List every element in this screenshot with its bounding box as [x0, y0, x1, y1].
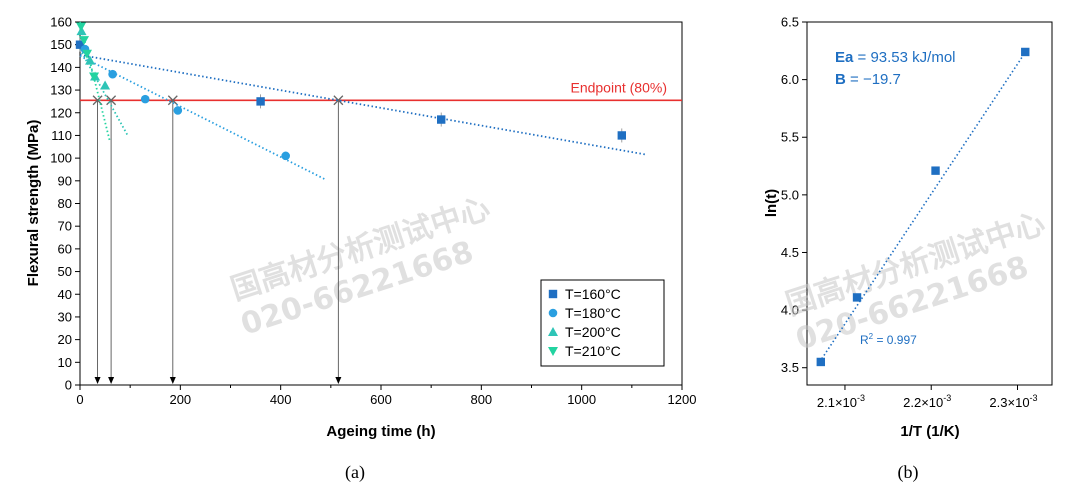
ea-annotation: Ea = 93.53 kJ/mol: [835, 49, 956, 66]
data-point: [173, 106, 183, 115]
legend-marker: [548, 347, 558, 356]
crossing-arrow: [169, 377, 176, 384]
y-tick-label: 60: [58, 241, 72, 256]
y-tick-label: 5.5: [781, 130, 799, 145]
x-tick-label: 1000: [567, 392, 596, 407]
data-point: [1021, 47, 1030, 57]
y-tick-label: 6.5: [781, 15, 799, 30]
legend-frame: [540, 279, 665, 367]
y-tick-label: 80: [58, 196, 72, 211]
y-tick-label: 90: [58, 173, 72, 188]
x-tick-label: 2.1×10-3: [817, 393, 865, 410]
data-point: [82, 49, 93, 59]
x-tick-label: 2.3×10-3: [989, 393, 1037, 410]
legend-label: T=160°C: [565, 286, 621, 302]
data-point: [140, 94, 150, 104]
crossing-arrow: [335, 377, 342, 384]
legend-label: T=200°C: [565, 324, 621, 340]
y-tick-label: 20: [58, 332, 72, 347]
x-tick-label: 800: [470, 392, 492, 407]
x-tick-label: 0: [76, 392, 83, 407]
watermark-a: 国高材分析测试中心 020-66221668: [227, 191, 495, 343]
y-tick-label: 40: [58, 287, 72, 302]
fit-line: [816, 48, 1029, 366]
y-tick-label: 5.0: [781, 187, 799, 202]
endpoint-label: Endpoint (80%): [570, 79, 667, 95]
data-point: [816, 357, 826, 367]
data-point: [79, 36, 90, 46]
data-point: [281, 151, 290, 161]
crossing-marker: [333, 95, 344, 106]
data-point: [108, 69, 117, 79]
crossing-arrow: [108, 377, 115, 384]
y-tick-label: 4.0: [781, 303, 799, 318]
y-tick-label: 110: [51, 128, 72, 143]
legend-marker: [548, 327, 558, 336]
fit-line: [79, 54, 648, 156]
legend-marker: [548, 289, 558, 299]
data-point: [75, 40, 85, 49]
y-tick-label: 30: [58, 309, 72, 324]
y-tick-label: 10: [58, 355, 72, 370]
x-tick-label: 2.2×10-3: [903, 393, 951, 410]
b-annotation: B = −19.7: [835, 71, 901, 88]
y-tick-label: 140: [50, 60, 72, 75]
y-tick-label: 50: [58, 264, 72, 279]
y-tick-label: 70: [58, 219, 72, 234]
x-tick-label: 400: [270, 392, 292, 407]
data-point: [617, 131, 626, 140]
chart-b-ylabel: ln(t): [763, 189, 780, 217]
chart-b: 2.1×10-3 2.2×10-3 2.3×10-3 3.5 4.0 4.5 5.0 5.5 6…: [763, 15, 1053, 483]
x-tick-label: 200: [169, 392, 191, 407]
crossing-marker: [106, 95, 117, 106]
legend-marker: [548, 308, 558, 318]
crossing-marker: [92, 95, 103, 106]
y-tick-label: 100: [50, 151, 72, 166]
x-tick-label: 600: [370, 392, 392, 407]
chart-a: 0 200 400 600 800 1000 1200 0 10 20 30 40 50 60 70 80 90…: [25, 15, 696, 484]
r2-annotation: R2 = 0.997: [860, 332, 917, 347]
panel-label-a: (a): [345, 462, 365, 483]
y-tick-label: 3.5: [781, 360, 799, 375]
chart-a-xlabel: Ageing time (h): [326, 423, 435, 440]
chart-b-frame: [806, 21, 1053, 386]
y-tick-label: 130: [50, 83, 72, 98]
y-tick-label: 6.0: [781, 72, 799, 87]
data-point: [931, 166, 940, 175]
chart-a-ylabel: Flexural strength (MPa): [25, 120, 42, 287]
y-tick-label: 160: [50, 15, 72, 30]
crossing-marker: [167, 95, 178, 106]
y-tick-label: 0: [65, 378, 72, 393]
panel-label-b: (b): [898, 462, 919, 483]
legend-label: T=210°C: [565, 343, 621, 359]
chart-b-xlabel: 1/T (1/K): [900, 423, 959, 440]
data-point: [85, 55, 96, 65]
x-tick-label: 1200: [668, 392, 697, 407]
data-point: [256, 97, 265, 106]
y-tick-label: 150: [50, 37, 72, 52]
data-point: [89, 72, 100, 82]
data-point: [76, 22, 87, 32]
data-point: [852, 293, 862, 302]
chart-a-legend: T=160°C T=180°C T=200°C T=210°C: [540, 279, 665, 367]
y-tick-label: 120: [50, 105, 72, 120]
y-tick-label: 4.5: [781, 245, 799, 260]
legend-label: T=180°C: [565, 305, 621, 321]
crossing-arrow: [94, 377, 101, 384]
data-point: [100, 80, 111, 90]
data-point: [437, 115, 446, 124]
